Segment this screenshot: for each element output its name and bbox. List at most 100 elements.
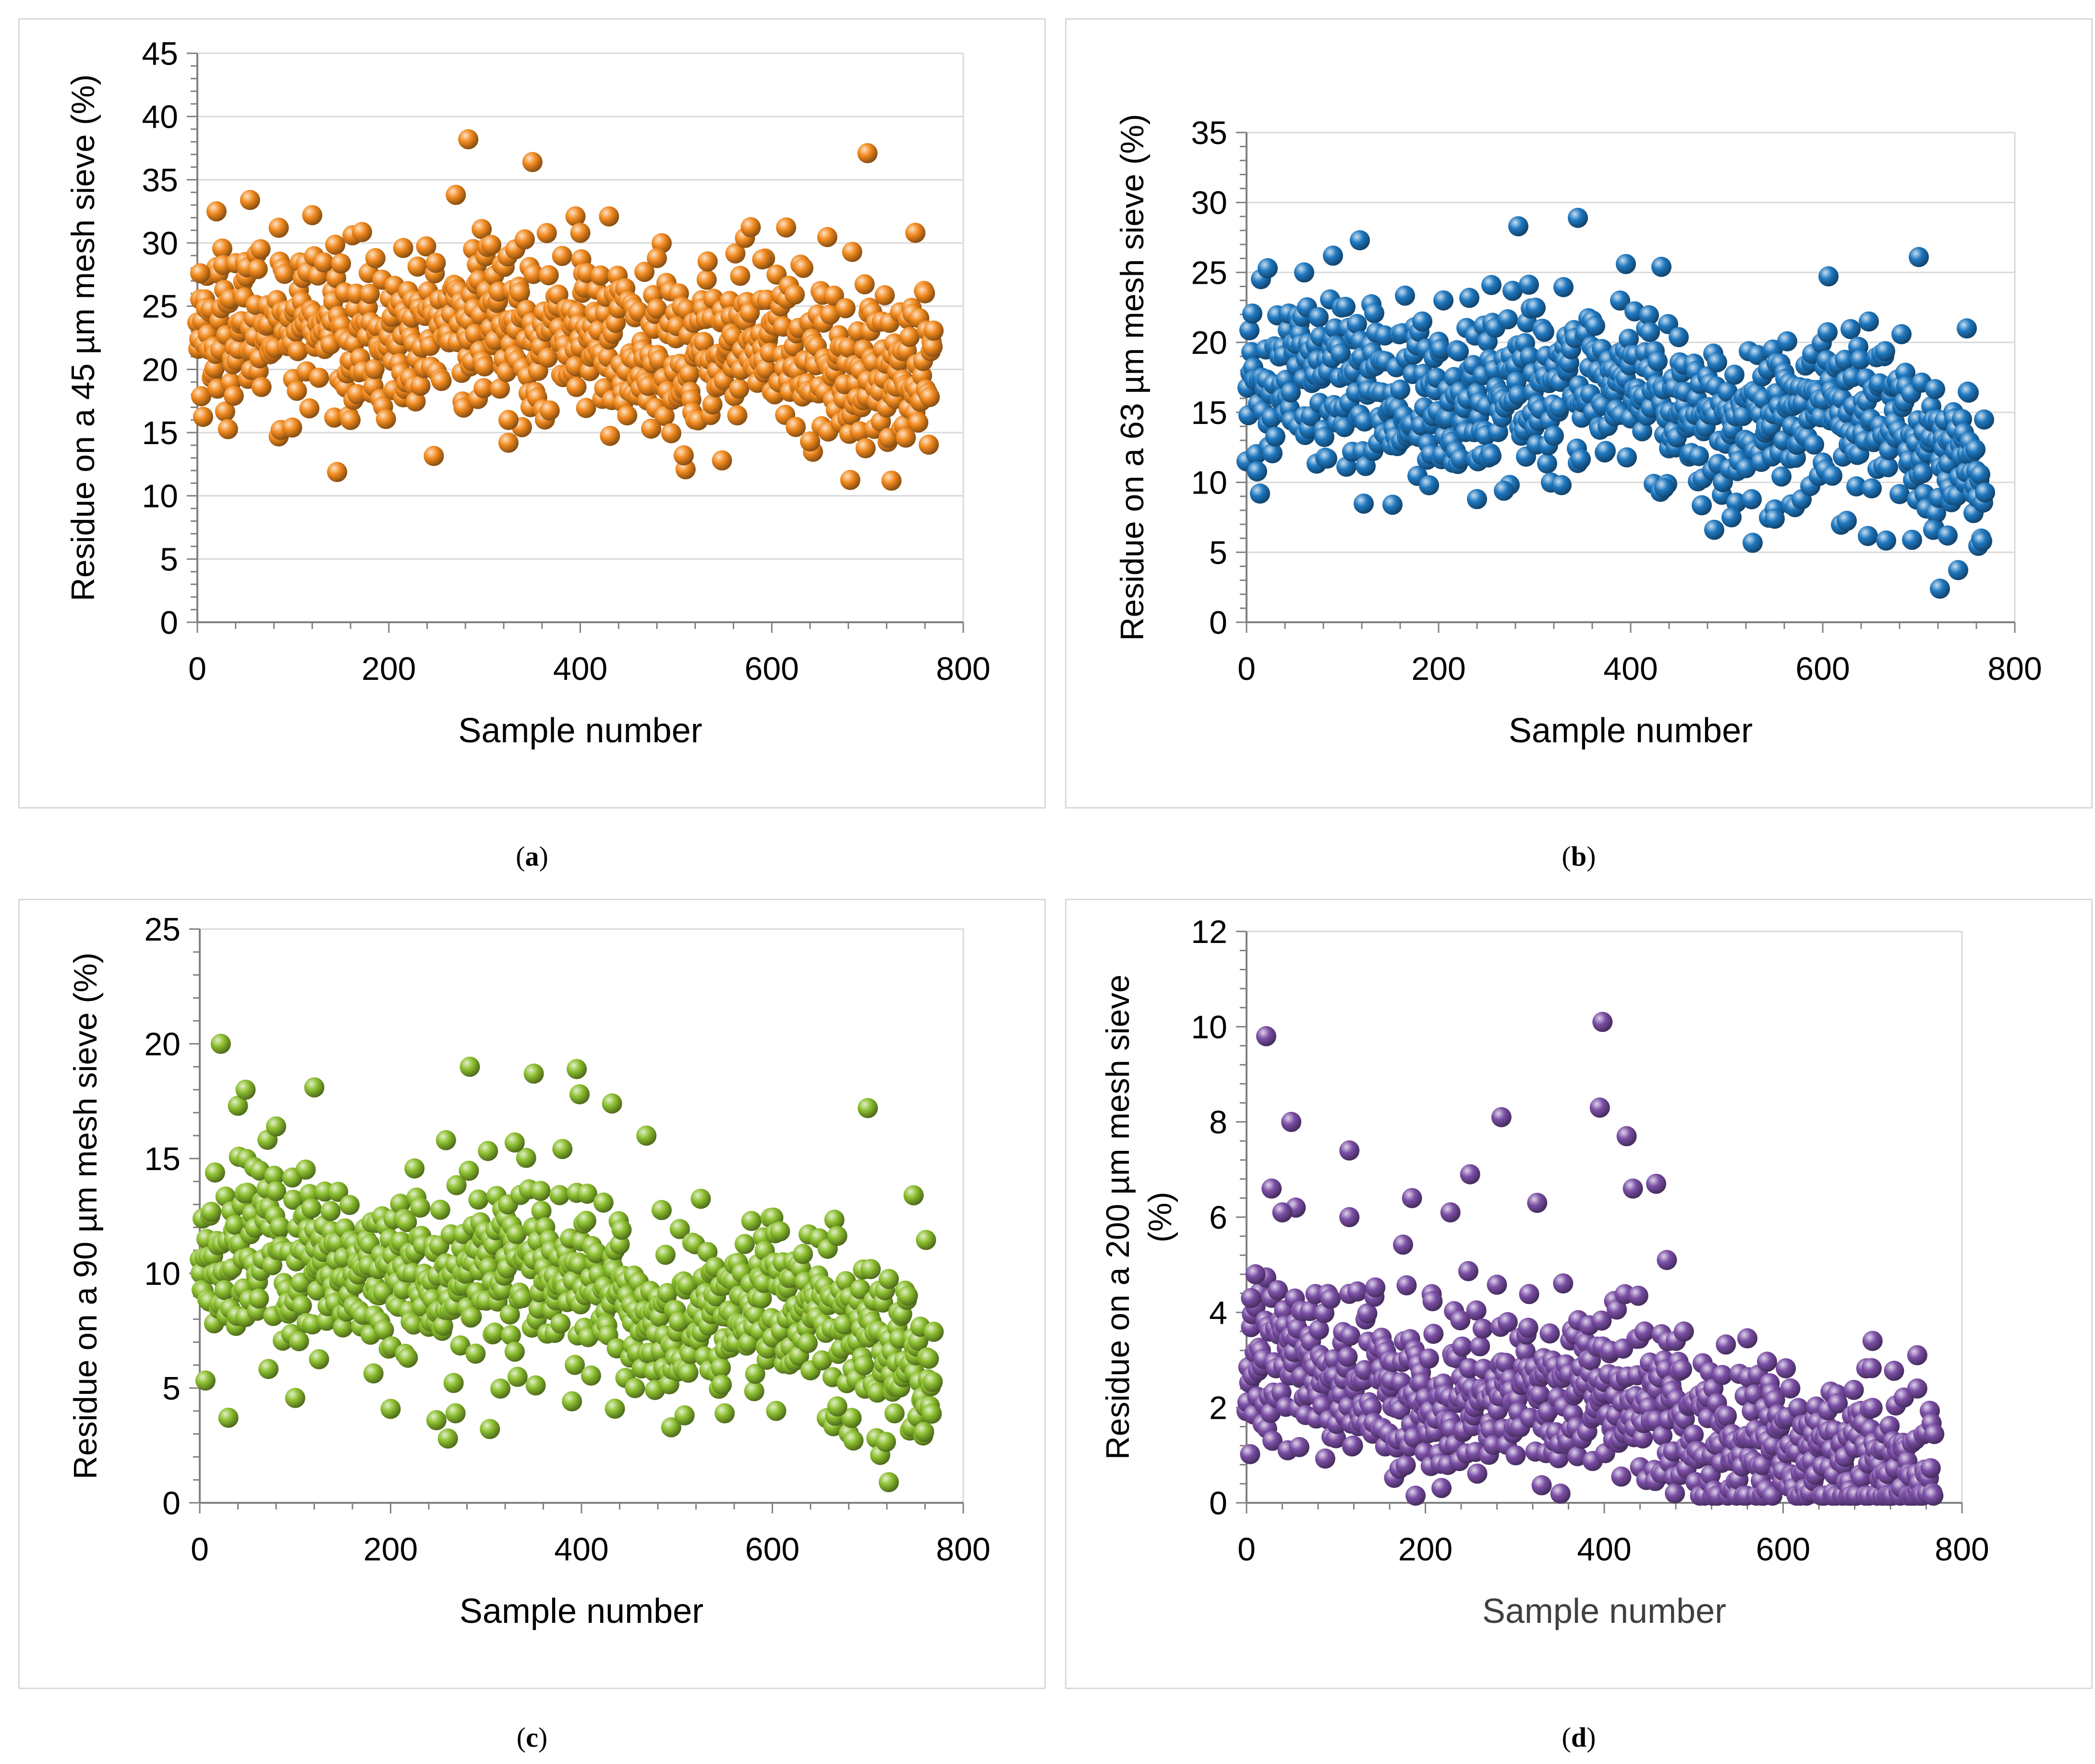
- x-tick-label: 800: [1935, 1531, 1989, 1568]
- data-point: [450, 1335, 471, 1356]
- data-point: [500, 1325, 521, 1345]
- data-point: [1736, 458, 1756, 479]
- data-point: [1539, 1323, 1560, 1344]
- y-tick-label: 0: [1209, 1485, 1227, 1522]
- data-point: [1553, 1273, 1574, 1294]
- data-point: [1247, 461, 1267, 482]
- data-point: [1804, 434, 1824, 455]
- data-point: [214, 1280, 235, 1300]
- data-point: [827, 1226, 848, 1246]
- x-axis-label: Sample number: [1482, 1592, 1726, 1631]
- x-tick-label: 600: [745, 1531, 799, 1568]
- data-point: [333, 1317, 353, 1338]
- data-point: [523, 264, 544, 284]
- data-point: [1518, 1317, 1538, 1338]
- data-point: [655, 1244, 676, 1265]
- data-point: [445, 1403, 466, 1424]
- data-point: [1938, 525, 1958, 546]
- data-point: [625, 1378, 645, 1399]
- data-point: [857, 143, 878, 164]
- x-tick-label: 600: [1756, 1531, 1810, 1568]
- data-point: [1354, 1360, 1375, 1380]
- data-point: [424, 446, 444, 466]
- data-point: [552, 1139, 573, 1160]
- data-point: [1347, 314, 1367, 334]
- data-point: [1875, 341, 1895, 362]
- data-point: [651, 1200, 672, 1220]
- data-point: [835, 298, 856, 318]
- data-point: [538, 265, 559, 286]
- data-point: [249, 1288, 269, 1309]
- data-point: [365, 248, 386, 268]
- data-point: [240, 190, 260, 210]
- data-point: [1610, 290, 1630, 311]
- data-point: [1716, 1334, 1736, 1355]
- y-axis-label: Residue on a 45 µm mesh sieve (%): [65, 74, 101, 601]
- data-point: [1862, 1330, 1883, 1351]
- data-point: [677, 1275, 698, 1295]
- data-point: [537, 347, 558, 368]
- data-point: [481, 235, 502, 255]
- data-point: [1459, 288, 1479, 308]
- data-point: [1529, 1384, 1550, 1405]
- data-point: [1861, 1358, 1882, 1378]
- data-point: [1537, 453, 1557, 474]
- y-tick-label: 15: [142, 415, 178, 451]
- caption-b: (b): [1562, 841, 1596, 872]
- data-point: [212, 238, 232, 259]
- data-point: [552, 246, 572, 266]
- data-point: [916, 1230, 936, 1250]
- data-point: [840, 470, 860, 490]
- chart-panel-c: 0 5 10 15 20 25 0 200 400 600 800 Sample number Resi…: [18, 899, 1046, 1689]
- data-point: [838, 337, 859, 358]
- data-point: [302, 205, 323, 226]
- data-point: [1481, 446, 1502, 466]
- data-point: [1835, 350, 1855, 370]
- data-point: [309, 367, 329, 388]
- data-point: [1948, 560, 1968, 580]
- x-tick-label: 600: [1795, 651, 1850, 687]
- data-point: [1712, 1365, 1732, 1385]
- data-point: [745, 1364, 765, 1384]
- data-point: [191, 386, 211, 407]
- y-tick-label: 15: [1191, 395, 1227, 431]
- y-tick-label: 45: [142, 36, 178, 72]
- data-point: [1544, 425, 1564, 446]
- data-point: [908, 412, 929, 433]
- data-point: [223, 386, 244, 406]
- data-point: [1527, 1193, 1548, 1213]
- data-point: [1843, 1379, 1864, 1400]
- x-tick-label: 0: [188, 651, 206, 687]
- data-point: [751, 1288, 772, 1309]
- data-point: [461, 1306, 482, 1327]
- data-point: [661, 1417, 681, 1438]
- data-point: [1752, 1455, 1773, 1475]
- data-point: [1534, 322, 1554, 342]
- data-point: [1817, 322, 1838, 343]
- data-point: [1633, 1428, 1653, 1449]
- x-tick-label: 400: [554, 1531, 608, 1568]
- data-point: [923, 320, 944, 341]
- data-point: [1472, 1318, 1493, 1339]
- y-tick-label: 5: [162, 1370, 181, 1407]
- data-point: [1452, 1336, 1472, 1357]
- data-point: [923, 1321, 944, 1342]
- caption-d: (d): [1562, 1722, 1596, 1753]
- data-point: [320, 1201, 341, 1221]
- y-tick-label: 10: [144, 1256, 181, 1292]
- data-point: [359, 284, 380, 304]
- data-point: [474, 356, 495, 377]
- data-point: [250, 239, 271, 259]
- data-point: [1747, 345, 1768, 365]
- data-point: [1491, 1107, 1512, 1127]
- data-point: [854, 274, 875, 295]
- data-point: [647, 248, 667, 268]
- data-point: [523, 1063, 544, 1084]
- chart-svg-b: 0 5 10 15 20 25 30 35 0 200 400 600 800 Sample number…: [1114, 114, 2042, 750]
- y-tick-label: 25: [1191, 254, 1227, 291]
- data-point: [347, 384, 367, 405]
- data-point: [793, 257, 814, 278]
- data-point: [727, 405, 748, 426]
- data-point: [876, 1432, 896, 1452]
- data-point: [1623, 1178, 1643, 1199]
